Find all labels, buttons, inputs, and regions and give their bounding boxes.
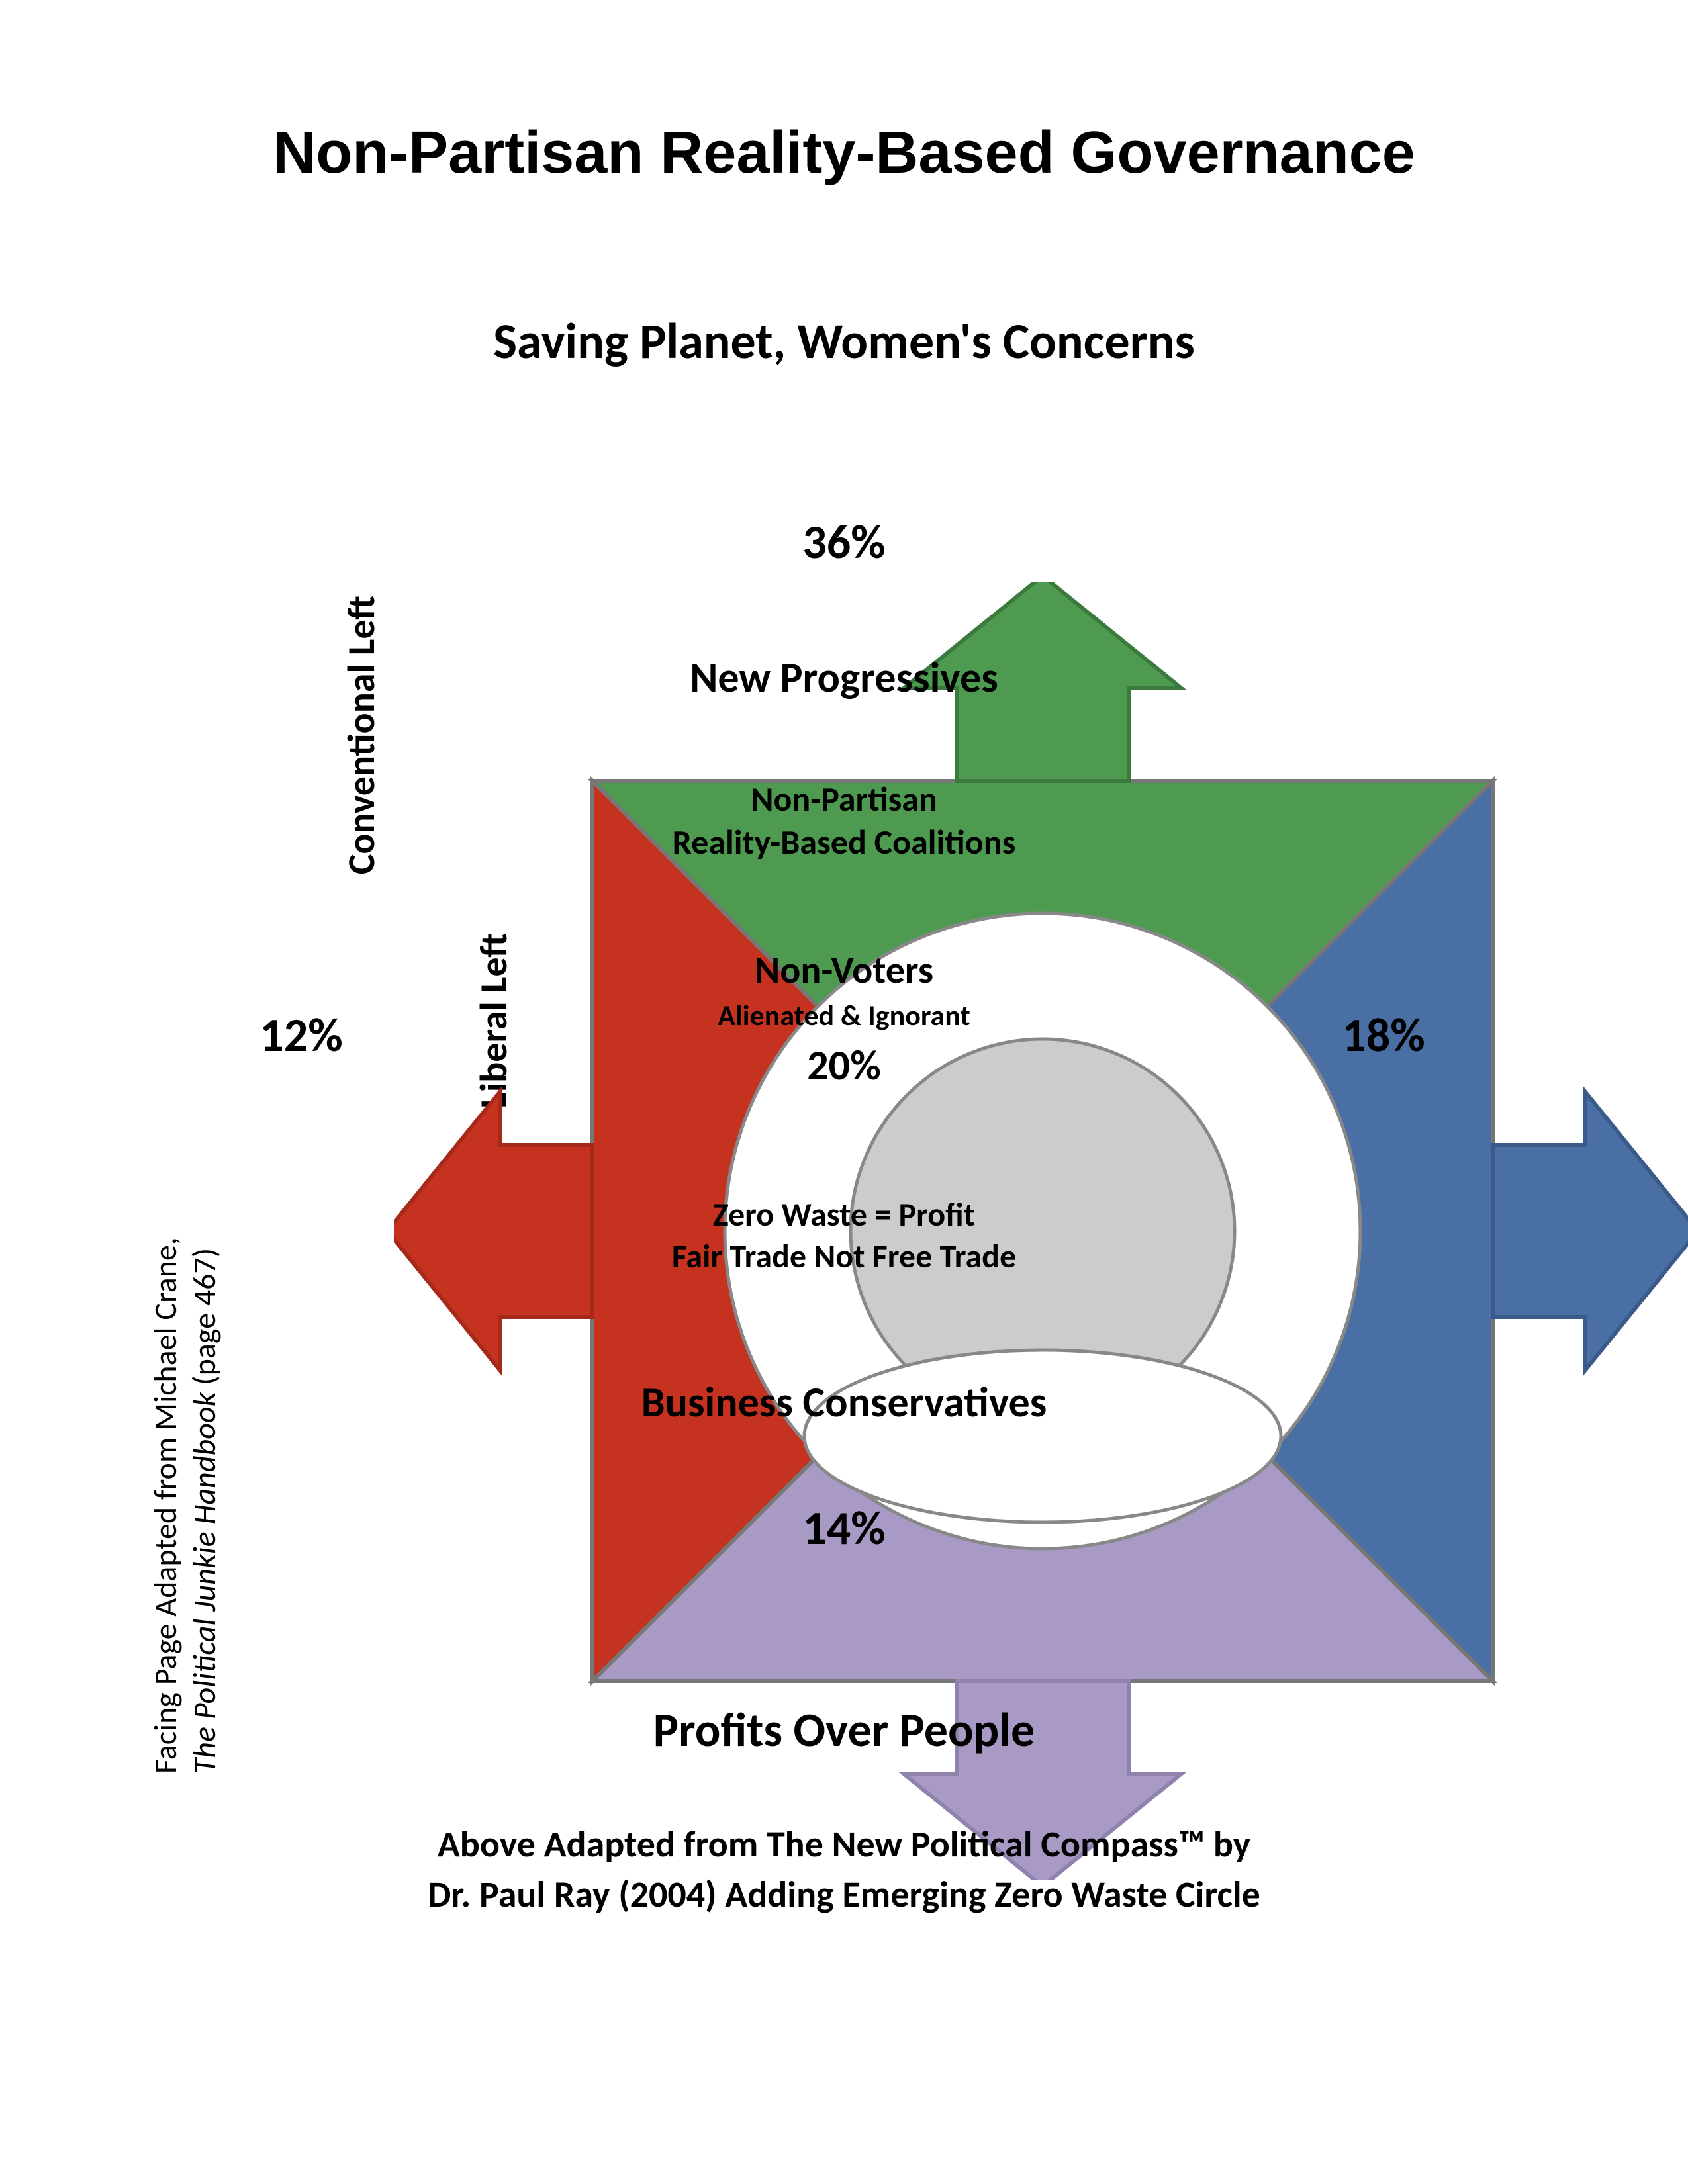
bottom-axis-label: Profits Over People bbox=[0, 1701, 1688, 1759]
arrow-right bbox=[1493, 1092, 1688, 1370]
top-axis-label: Saving Planet, Women's Concerns bbox=[0, 311, 1688, 372]
credit-line2: Dr. Paul Ray (2004) Adding Emerging Zero… bbox=[428, 1872, 1260, 1917]
credit-line1: Above Adapted from The New Political Com… bbox=[438, 1822, 1250, 1867]
outer-ring-line2: Reality-Based Coalitions bbox=[673, 821, 1016, 863]
page: Non-Partisan Reality-Based Governance Sa… bbox=[0, 0, 1688, 2184]
quad-top-label: New Progressives bbox=[645, 652, 1043, 704]
side-credit-line2-suffix: (page 467) bbox=[185, 1248, 224, 1392]
pct-left: 12% bbox=[235, 1006, 367, 1064]
ellipse-line2: Fair Trade Not Free Trade bbox=[672, 1236, 1016, 1277]
side-credit-line1: Facing Page Adapted from Michael Crane, bbox=[146, 1237, 185, 1774]
inner-subtitle: Alienated & Ignorant bbox=[645, 997, 1043, 1033]
pct-top: 36% bbox=[778, 513, 910, 571]
inner-circle-text: Non-Voters Alienated & Ignorant 20% bbox=[645, 946, 1043, 1091]
credit-bottom: Above Adapted from The New Political Com… bbox=[0, 1820, 1688, 1920]
ellipse-text: Zero Waste = Profit Fair Trade Not Free … bbox=[612, 1195, 1076, 1277]
ellipse-line1: Zero Waste = Profit bbox=[713, 1195, 975, 1235]
arrow-left bbox=[394, 1092, 592, 1370]
side-credit: Facing Page Adapted from Michael Crane, … bbox=[146, 1237, 224, 1774]
inner-percent: 20% bbox=[645, 1040, 1043, 1091]
outer-ring-text: Non-Partisan Reality-Based Coalitions bbox=[579, 778, 1109, 864]
outer-ring-line1: Non-Partisan bbox=[751, 778, 937, 820]
inner-title: Non-Voters bbox=[645, 946, 1043, 993]
pct-bottom: 14% bbox=[778, 1499, 910, 1557]
zero-waste-ellipse bbox=[804, 1350, 1281, 1522]
quad-bottom-label: Business Conservatives bbox=[592, 1377, 1096, 1428]
page-title: Non-Partisan Reality-Based Governance bbox=[0, 119, 1688, 187]
pct-right: 18% bbox=[1317, 1006, 1450, 1064]
left-outer-axis-label: Conventional Left bbox=[338, 596, 385, 874]
